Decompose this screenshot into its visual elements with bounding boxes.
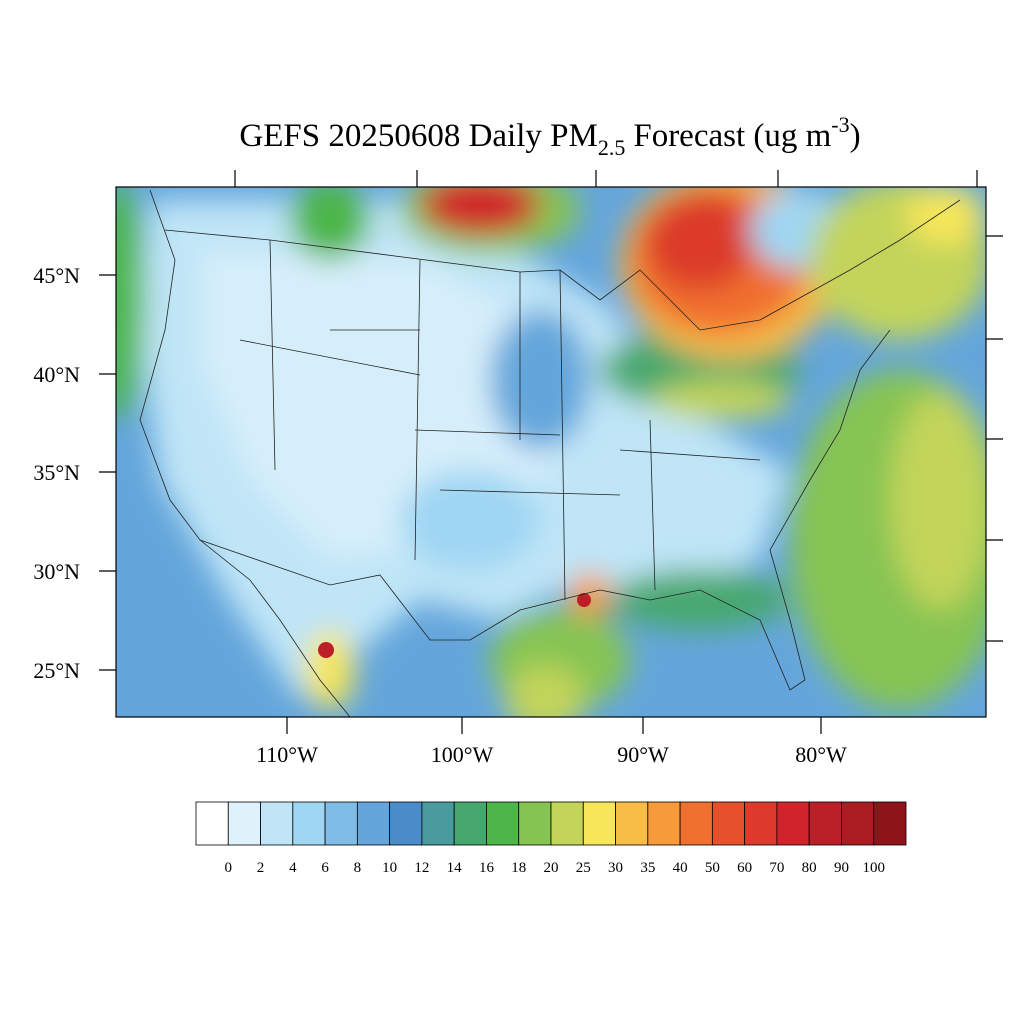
lat-label: 45°N (33, 263, 80, 288)
title-rest: Forecast (ug m (633, 118, 831, 154)
colorbar: 0 2 4 6 8 10 12 14 16 18 20 25 30 35 40 50 60 70 80 90 100 (195, 801, 907, 876)
colorbar-box (808, 801, 842, 846)
map-field (116, 187, 986, 717)
concentration-blobs (116, 187, 986, 717)
colorbar-label: 6 (321, 860, 329, 876)
colorbar-label: 0 (225, 860, 233, 876)
lat-label: 30°N (33, 559, 80, 584)
colorbar-label: 35 (640, 860, 655, 876)
colorbar-box (356, 801, 391, 846)
colorbar-box (679, 801, 713, 846)
colorbar-box (389, 801, 423, 846)
colorbar-label: 80 (802, 860, 817, 876)
title-main: GEFS 20250608 Daily PM (239, 118, 597, 154)
hotspot (577, 593, 591, 607)
colorbar-box (324, 801, 358, 846)
colorbar-label: 10 (382, 860, 397, 876)
map-frame (115, 186, 987, 718)
title: GEFS 20250608 Daily PM2.5 Forecast (ug m-… (239, 112, 860, 160)
colorbar-label: 30 (608, 860, 623, 876)
axis-ticks (99, 170, 1003, 734)
colorbar-label: 20 (544, 860, 559, 876)
lon-label: 110°W (256, 742, 318, 767)
colorbar-box (550, 801, 584, 846)
colorbar-label: 25 (576, 860, 591, 876)
colorbar-box (873, 801, 907, 846)
colorbar-box (744, 801, 778, 846)
lat-label: 35°N (33, 460, 80, 485)
lon-label: 100°W (431, 742, 494, 767)
colorbar-label: 16 (479, 860, 495, 876)
colorbar-label: 50 (705, 860, 720, 876)
colorbar-label: 70 (769, 860, 784, 876)
lon-label: 80°W (795, 742, 847, 767)
colorbar-box (421, 801, 455, 846)
hotspot (318, 642, 334, 658)
colorbar-label: 40 (673, 860, 688, 876)
colorbar-label: 8 (354, 860, 362, 876)
title-superscript: -3 (831, 112, 849, 137)
colorbar-box (195, 801, 229, 846)
boundaries (139, 189, 961, 717)
lat-label: 40°N (33, 362, 80, 387)
lon-label: 90°W (617, 742, 669, 767)
colorbar-box (292, 801, 326, 846)
colorbar-box (227, 801, 261, 846)
colorbar-label: 12 (414, 860, 429, 876)
colorbar-box (647, 801, 681, 846)
colorbar-box (841, 801, 875, 846)
colorbar-box (486, 801, 520, 846)
colorbar-label: 100 (862, 860, 885, 876)
colorbar-box (518, 801, 552, 846)
colorbar-box (615, 801, 649, 846)
colorbar-label: 60 (737, 860, 752, 876)
colorbar-box (711, 801, 746, 846)
colorbar-box (260, 801, 294, 846)
colorbar-box (453, 801, 487, 846)
colorbar-label: 90 (834, 860, 849, 876)
colorbar-box (776, 801, 810, 846)
title-subscript: 2.5 (598, 135, 626, 160)
colorbar-label: 18 (511, 860, 526, 876)
title-end: ) (850, 118, 861, 154)
colorbar-box (582, 801, 616, 846)
colorbar-label: 14 (447, 860, 463, 876)
colorbar-label: 4 (289, 860, 297, 876)
lat-label: 25°N (33, 658, 80, 683)
colorbar-label: 2 (257, 860, 265, 876)
